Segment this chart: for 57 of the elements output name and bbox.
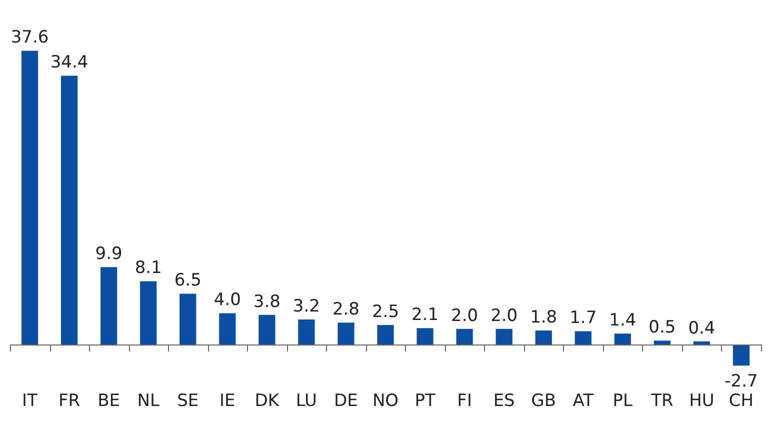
data-label: 37.6 (10, 28, 49, 48)
bar (377, 325, 394, 345)
data-label: 0.4 (688, 318, 716, 338)
x-tick-label: HU (689, 391, 714, 412)
data-label: 3.2 (292, 296, 320, 316)
x-tick-label: DK (254, 391, 280, 412)
bar (60, 76, 78, 345)
bar (219, 313, 236, 345)
data-label: 2.5 (372, 302, 400, 322)
x-tick-label: NO (372, 391, 399, 412)
data-label: 3.8 (253, 292, 280, 312)
data-label: 8.1 (134, 258, 162, 278)
data-label: -2.7 (724, 372, 758, 392)
bar (614, 334, 631, 345)
bar (298, 320, 315, 345)
x-tick-label: BE (98, 391, 120, 412)
data-label: 4.0 (214, 290, 241, 310)
data-label: 34.4 (50, 52, 88, 73)
x-tick-label: FR (58, 391, 80, 412)
bar (338, 322, 354, 345)
x-tick-label: FI (457, 391, 472, 412)
bar (140, 281, 157, 345)
data-label: 9.9 (95, 244, 122, 264)
bar (416, 328, 434, 345)
x-tick-label: PL (612, 391, 634, 412)
x-tick-label: LU (296, 391, 317, 412)
data-label: 1.4 (609, 310, 636, 331)
data-label: 2.1 (412, 305, 439, 326)
bar (180, 294, 196, 345)
data-label: 1.8 (530, 307, 558, 328)
data-label: 1.7 (570, 308, 597, 328)
bar (732, 344, 750, 366)
bar (574, 331, 592, 345)
data-label: 2.8 (332, 300, 360, 320)
data-label: 2.0 (490, 306, 518, 326)
x-tick-label: CH (728, 391, 754, 412)
bar (21, 50, 38, 345)
bar (456, 328, 473, 345)
x-tick-label: AT (572, 391, 594, 412)
x-tick-label: GB (531, 391, 556, 412)
x-tick-label: NL (137, 391, 160, 412)
x-tick-label: IT (22, 391, 38, 412)
data-label: 2.0 (451, 306, 478, 326)
bar (654, 340, 670, 345)
data-label: 0.5 (648, 318, 676, 338)
data-label: 6.5 (174, 270, 202, 291)
x-tick-label: TR (650, 391, 674, 412)
bar (100, 267, 118, 345)
x-tick-label: PT (414, 391, 436, 412)
bar (258, 314, 276, 345)
bar (535, 330, 552, 345)
bar (693, 341, 710, 345)
x-tick-label: IE (220, 391, 236, 412)
x-tick-label: ES (493, 391, 515, 412)
bar (496, 328, 512, 345)
x-tick-label: DE (334, 391, 358, 412)
x-tick-label: SE (177, 391, 199, 412)
